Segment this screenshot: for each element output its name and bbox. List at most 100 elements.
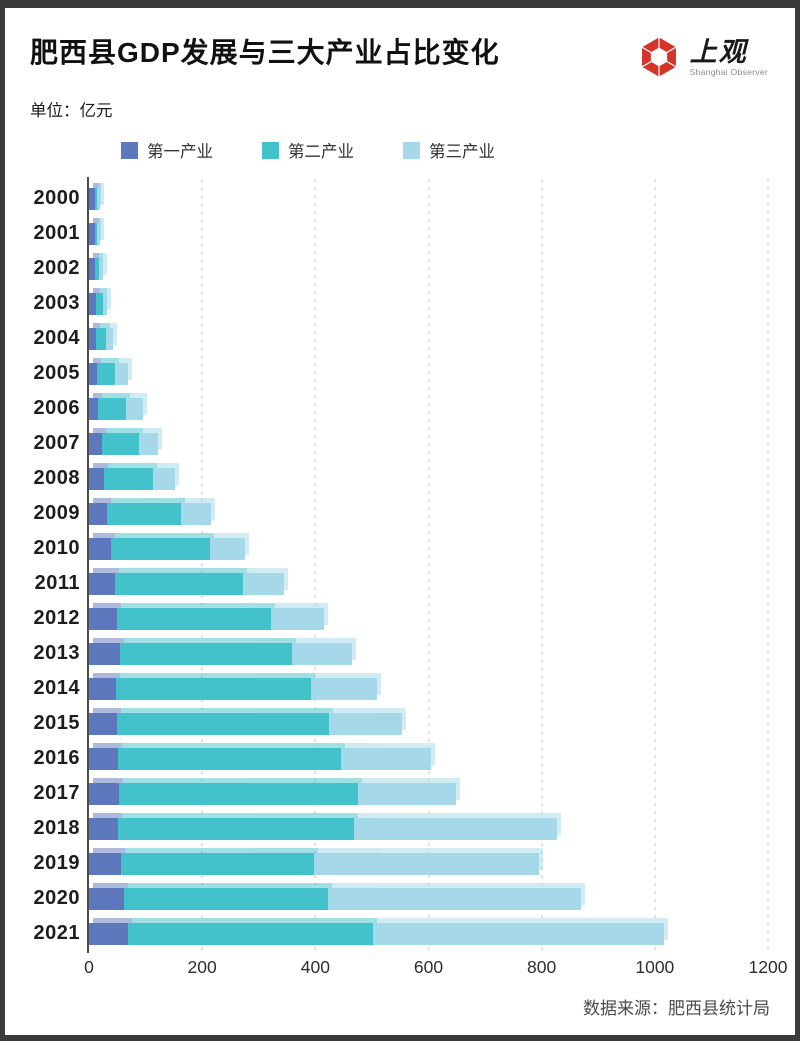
legend-label: 第二产业 bbox=[288, 143, 354, 161]
bar-segment-第三产业 bbox=[341, 748, 432, 770]
bar-row-2009: 2009 bbox=[30, 496, 770, 531]
bar-segment-第三产业 bbox=[126, 398, 143, 420]
year-label: 2005 bbox=[33, 362, 80, 384]
bar-stack bbox=[89, 783, 457, 805]
bar-stack bbox=[89, 398, 143, 420]
bar-segment-第一产业 bbox=[89, 853, 121, 875]
bar-row-2002: 2002 bbox=[30, 251, 770, 286]
stacked-bar-chart: 2000 2001 2002 2003 2004 2005 2006 2007 2008 2009… bbox=[30, 177, 770, 953]
bar-segment-第三产业 bbox=[181, 503, 211, 525]
bar-segment-第三产业 bbox=[100, 183, 104, 205]
bar-area bbox=[89, 636, 768, 671]
bar-segment-第三产业 bbox=[358, 783, 457, 805]
year-label: 2011 bbox=[34, 572, 80, 594]
bar-segment-第二产业 bbox=[117, 608, 272, 630]
bar-segment-第三产业 bbox=[291, 643, 352, 665]
bar-stack bbox=[89, 818, 558, 840]
bar-row-2016: 2016 bbox=[30, 741, 770, 776]
bar-segment-第一产业 bbox=[89, 258, 96, 280]
bar-row-2014: 2014 bbox=[30, 671, 770, 706]
bar-segment-第一产业 bbox=[89, 573, 116, 595]
bar-stack bbox=[89, 223, 101, 245]
x-tick-600: 600 bbox=[413, 957, 444, 977]
bar-area bbox=[89, 496, 768, 531]
bar-segment-第二产业 bbox=[119, 643, 292, 665]
gridline-1200 bbox=[767, 179, 769, 951]
bar-segment-第三产业 bbox=[271, 608, 324, 630]
bar-area bbox=[89, 566, 768, 601]
bar-segment-第二产业 bbox=[98, 398, 127, 420]
bar-area bbox=[89, 811, 768, 846]
legend-swatch bbox=[121, 141, 138, 159]
year-label: 2007 bbox=[33, 432, 80, 454]
bar-rows: 2000 2001 2002 2003 2004 2005 2006 2007 2008 2009… bbox=[30, 181, 770, 951]
header: 肥西县GDP发展与三大产业占比变化 上观 Shanghai Observer bbox=[30, 32, 770, 80]
year-label: 2009 bbox=[33, 502, 80, 524]
bar-row-2005: 2005 bbox=[30, 356, 770, 391]
bar-segment-第一产业 bbox=[89, 538, 111, 560]
bar-segment-第二产业 bbox=[94, 188, 97, 210]
bar-stack bbox=[89, 258, 103, 280]
bar-row-2012: 2012 bbox=[30, 601, 770, 636]
bar-area bbox=[89, 251, 768, 286]
bar-segment-第三产业 bbox=[106, 288, 112, 310]
bar-stack bbox=[89, 433, 158, 455]
year-label: 2020 bbox=[33, 887, 80, 909]
gridline-400 bbox=[314, 179, 317, 951]
bar-segment-第一产业 bbox=[89, 188, 95, 210]
bar-segment-第三产业 bbox=[242, 573, 284, 595]
bar-segment-第二产业 bbox=[117, 713, 330, 735]
bar-area bbox=[89, 916, 768, 951]
year-label: 2015 bbox=[33, 712, 80, 734]
bar-area bbox=[89, 286, 768, 321]
bar-stack bbox=[89, 888, 581, 910]
bar-row-2000: 2000 bbox=[30, 181, 770, 216]
bar-segment-第二产业 bbox=[118, 818, 355, 840]
bar-segment-第二产业 bbox=[128, 923, 374, 945]
y-axis-line bbox=[86, 177, 89, 953]
bar-segment-第三产业 bbox=[103, 253, 107, 275]
year-label: 2010 bbox=[33, 537, 80, 559]
bar-segment-第一产业 bbox=[89, 398, 99, 420]
bar-segment-第三产业 bbox=[102, 293, 108, 315]
year-label: 2017 bbox=[33, 782, 80, 804]
bar-row-2015: 2015 bbox=[30, 706, 770, 741]
bar-segment-第一产业 bbox=[89, 643, 120, 665]
legend-item-1: 第二产业 bbox=[262, 138, 354, 162]
bar-area bbox=[89, 216, 768, 251]
bar-segment-第一产业 bbox=[89, 433, 102, 455]
bar-segment-第一产业 bbox=[89, 783, 119, 805]
bar-area bbox=[89, 321, 768, 356]
bar-segment-第一产业 bbox=[89, 608, 118, 630]
bar-segment-第三产业 bbox=[354, 818, 558, 840]
bar-area bbox=[89, 531, 768, 566]
gridline-600 bbox=[427, 179, 430, 951]
year-label: 2018 bbox=[33, 817, 80, 839]
legend-swatch bbox=[262, 141, 279, 159]
x-tick-0: 0 bbox=[84, 957, 94, 977]
logo-name: 上观 bbox=[689, 37, 748, 67]
year-label: 2016 bbox=[33, 747, 80, 769]
bar-stack bbox=[89, 923, 665, 945]
chart-legend: 第一产业 第二产业 第三产业 bbox=[121, 138, 770, 162]
logo-subtitle: Shanghai Observer bbox=[689, 67, 768, 77]
bar-row-2019: 2019 bbox=[30, 846, 770, 881]
bar-segment-第三产业 bbox=[138, 433, 158, 455]
year-label: 2014 bbox=[33, 677, 80, 699]
bar-segment-第二产业 bbox=[115, 573, 243, 595]
bar-segment-第一产业 bbox=[89, 468, 105, 490]
x-tick-1000: 1000 bbox=[635, 957, 675, 977]
shanghai-observer-logo: 上观 Shanghai Observer bbox=[636, 34, 768, 80]
year-label: 2021 bbox=[33, 922, 80, 944]
bar-row-2013: 2013 bbox=[30, 636, 770, 671]
bar-segment-第一产业 bbox=[89, 328, 97, 350]
bar-stack bbox=[89, 188, 100, 210]
year-label: 2019 bbox=[33, 852, 80, 874]
bar-segment-第二产业 bbox=[95, 293, 103, 315]
bar-area bbox=[89, 846, 768, 881]
year-label: 2004 bbox=[33, 327, 80, 349]
year-label: 2001 bbox=[33, 222, 80, 244]
bar-segment-第三产业 bbox=[109, 323, 117, 345]
bar-segment-第一产业 bbox=[89, 678, 117, 700]
bar-row-2004: 2004 bbox=[30, 321, 770, 356]
